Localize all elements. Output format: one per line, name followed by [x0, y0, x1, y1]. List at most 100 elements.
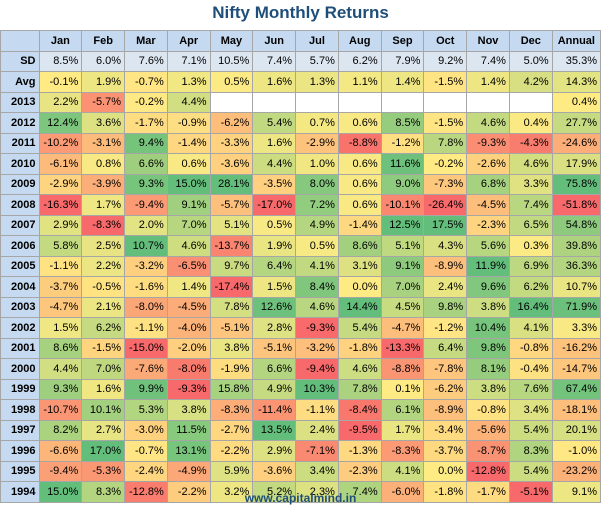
table-body: SD 8.5% 6.0% 7.6% 7.1% 10.5% 7.4% 5.7% 6.2% 7.9% 9… [0, 50, 601, 503]
value-cell: -23.2% [551, 460, 601, 482]
value-cell: 5.8% [38, 235, 83, 257]
column-header: Jan [38, 30, 83, 52]
value-cell: 1.9% [81, 71, 126, 93]
table-row: 2005 -1.1% 2.2% -3.2% -6.5% 9.7% 6.4% 4.1% 3.1% 9… [0, 255, 601, 277]
value-cell: 2.2% [81, 255, 126, 277]
value-cell: 15.0% [166, 173, 211, 195]
value-cell: 2.4% [423, 276, 468, 298]
value-cell: 8.6% [337, 235, 382, 257]
value-cell: -3.1% [81, 132, 126, 154]
column-header: Annual [551, 30, 601, 52]
column-header: Jul [295, 30, 339, 52]
value-cell: -2.9% [295, 132, 339, 154]
value-cell: -1.1% [38, 255, 83, 277]
value-cell: 6.5% [508, 214, 553, 236]
value-cell: -4.5% [166, 296, 211, 318]
value-cell: -4.7% [38, 296, 83, 318]
value-cell: 10.4% [466, 317, 510, 339]
value-cell: -26.4% [423, 194, 468, 216]
value-cell: 5.4% [337, 317, 382, 339]
value-cell: 3.6% [81, 112, 126, 134]
value-cell: 7.4% [337, 481, 382, 503]
value-cell: -9.3% [466, 132, 510, 154]
value-cell: 0.3% [508, 235, 553, 257]
table-row: 2000 4.4% 7.0% -7.6% -8.0% -1.9% 6.6% -9.4% 4.6%… [0, 358, 601, 380]
value-cell: -1.8% [337, 337, 382, 359]
value-cell: 8.4% [295, 276, 339, 298]
returns-table: Jan Feb Mar Apr May Jun Jul Aug Sep Oct Nov Dec Annu… [0, 30, 601, 503]
value-cell: -5.1% [508, 481, 553, 503]
value-cell: 1.3% [295, 71, 339, 93]
value-cell: -1.1% [124, 317, 168, 339]
table-row: 1998 -10.7% 10.1% 5.3% 3.8% -8.3% -11.4% -1.1% -… [0, 399, 601, 421]
value-cell: 6.2% [337, 50, 382, 72]
row-label: 2008 [0, 194, 40, 216]
value-cell: 6.6% [252, 358, 297, 380]
value-cell: 10.1% [81, 399, 126, 421]
value-cell: -16.2% [551, 337, 601, 359]
value-cell: 7.0% [166, 214, 211, 236]
value-cell: 1.6% [252, 71, 297, 93]
value-cell: -14.7% [551, 358, 601, 380]
value-cell: 27.7% [551, 112, 601, 134]
value-cell: 2.4% [295, 419, 339, 441]
value-cell: 75.8% [551, 173, 601, 195]
value-cell: 12.6% [252, 296, 297, 318]
value-cell: 12.5% [380, 214, 425, 236]
value-cell [466, 91, 510, 113]
value-cell: -1.9% [209, 358, 254, 380]
row-label: 2013 [0, 91, 40, 113]
value-cell: -7.1% [295, 440, 339, 462]
value-cell: 5.2% [252, 481, 297, 503]
value-cell: 9.6% [466, 276, 510, 298]
table-row: 1996 -6.6% 17.0% -0.7% 13.1% -2.2% 2.9% -7.1% -1… [0, 440, 601, 462]
value-cell: 54.8% [551, 214, 601, 236]
value-cell: 2.7% [81, 419, 126, 441]
value-cell: -1.7% [466, 481, 510, 503]
value-cell: 0.5% [295, 235, 339, 257]
value-cell: -7.6% [124, 358, 168, 380]
value-cell: -1.0% [551, 440, 601, 462]
value-cell: -1.5% [423, 71, 468, 93]
value-cell: -2.4% [124, 460, 168, 482]
value-cell: -10.1% [380, 194, 425, 216]
value-cell [423, 91, 468, 113]
value-cell: -2.6% [466, 153, 510, 175]
value-cell: 9.1% [551, 481, 601, 503]
value-cell: -9.4% [38, 460, 83, 482]
value-cell: 1.5% [252, 276, 297, 298]
value-cell: -13.3% [380, 337, 425, 359]
value-cell: -8.0% [166, 358, 211, 380]
table-row: 2002 1.5% 6.2% -1.1% -4.0% -5.1% 2.8% -9.3% 5.4%… [0, 317, 601, 339]
value-cell: 4.5% [380, 296, 425, 318]
row-label: 2005 [0, 255, 40, 277]
value-cell: 8.1% [466, 358, 510, 380]
corner-cell [0, 30, 40, 52]
value-cell: 8.2% [38, 419, 83, 441]
value-cell: -8.8% [337, 132, 382, 154]
value-cell [380, 91, 425, 113]
value-cell: 6.1% [380, 399, 425, 421]
value-cell: 1.6% [81, 378, 126, 400]
value-cell: 9.2% [423, 50, 468, 72]
value-cell: 10.7% [551, 276, 601, 298]
value-cell: 8.3% [508, 440, 553, 462]
value-cell: -8.3% [380, 440, 425, 462]
table-row: 2004 -3.7% -0.5% -1.6% 1.4% -17.4% 1.5% 8.4% 0.0… [0, 276, 601, 298]
table-row: 2003 -4.7% 2.1% -8.0% -4.5% 7.8% 12.6% 4.6% 14.4… [0, 296, 601, 318]
value-cell: 6.8% [466, 173, 510, 195]
row-label: 2010 [0, 153, 40, 175]
value-cell: -3.7% [38, 276, 83, 298]
value-cell: -12.8% [466, 460, 510, 482]
value-cell: 9.8% [466, 337, 510, 359]
value-cell: 5.3% [124, 399, 168, 421]
value-cell: 9.8% [423, 296, 468, 318]
value-cell: -8.9% [423, 255, 468, 277]
column-header: Nov [466, 30, 510, 52]
table-row: 2012 12.4% 3.6% -1.7% -0.9% -6.2% 5.4% 0.7% 0.6%… [0, 112, 601, 134]
value-cell: 4.9% [295, 214, 339, 236]
value-cell: -3.5% [252, 173, 297, 195]
row-label: 1997 [0, 419, 40, 441]
value-cell: 36.3% [551, 255, 601, 277]
value-cell: -1.4% [337, 214, 382, 236]
